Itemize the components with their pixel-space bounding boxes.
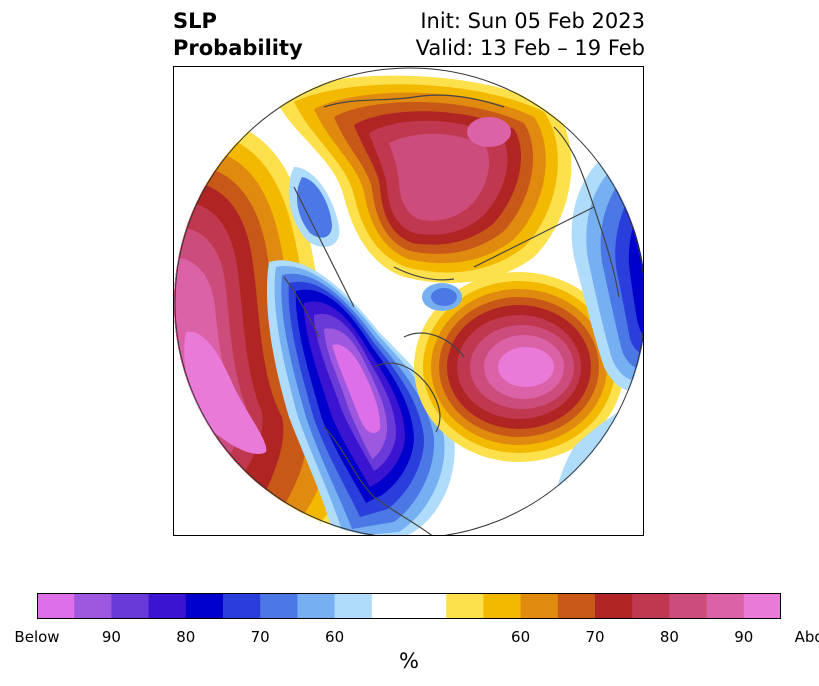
probability-map [173,66,644,536]
colorbar-tick-label: 70 [250,628,270,646]
colorbar-cell [111,593,150,619]
colorbar-tick-label: 80 [176,628,196,646]
chart-title-left: SLP Probability [173,8,303,62]
colorbar-tick-label: 90 [734,628,754,646]
colorbar-cell [223,593,261,619]
colorbar-cell [669,593,708,619]
polar-map-svg [174,67,643,535]
colorbar-tick-label: 60 [325,628,345,646]
colorbar-unit-label: % [399,649,419,673]
chart-title-right: Init: Sun 05 Feb 2023 Valid: 13 Feb – 19… [416,8,645,62]
init-date-label: Init: Sun 05 Feb 2023 [420,9,645,33]
colorbar-tick-label: 80 [659,628,679,646]
colorbar-cell [297,593,336,619]
colorbar-cell [743,593,781,619]
colorbar-tick-label: 60 [511,628,531,646]
colorbar-tick-label: Above [794,628,819,646]
title-variable: SLP [173,9,217,33]
anomaly-north-atlantic [414,272,624,462]
colorbar-cell [446,593,484,619]
colorbar-cell [260,593,298,619]
coastlines [174,67,643,535]
map-disc [174,67,643,535]
colorbar-cell [706,593,745,619]
colorbar-tick-label: Below [14,628,60,646]
colorbar-cell [74,593,112,619]
colorbar-cell [557,593,596,619]
title-product: Probability [173,36,303,60]
colorbar-cell [632,593,670,619]
colorbar-cell [148,593,187,619]
valid-range-label: Valid: 13 Feb – 19 Feb [415,36,645,60]
colorbar-tick-label: 70 [585,628,605,646]
anomaly-arctic [274,75,572,283]
colorbar-cell [371,593,447,619]
colorbar [37,593,781,619]
colorbar-cell [483,593,522,619]
colorbar-cell [334,593,373,619]
colorbar-cell [595,593,633,619]
colorbar-cell [520,593,559,619]
colorbar-cell [37,593,75,619]
colorbar-cell [185,593,224,619]
colorbar-tick-label: 90 [101,628,121,646]
